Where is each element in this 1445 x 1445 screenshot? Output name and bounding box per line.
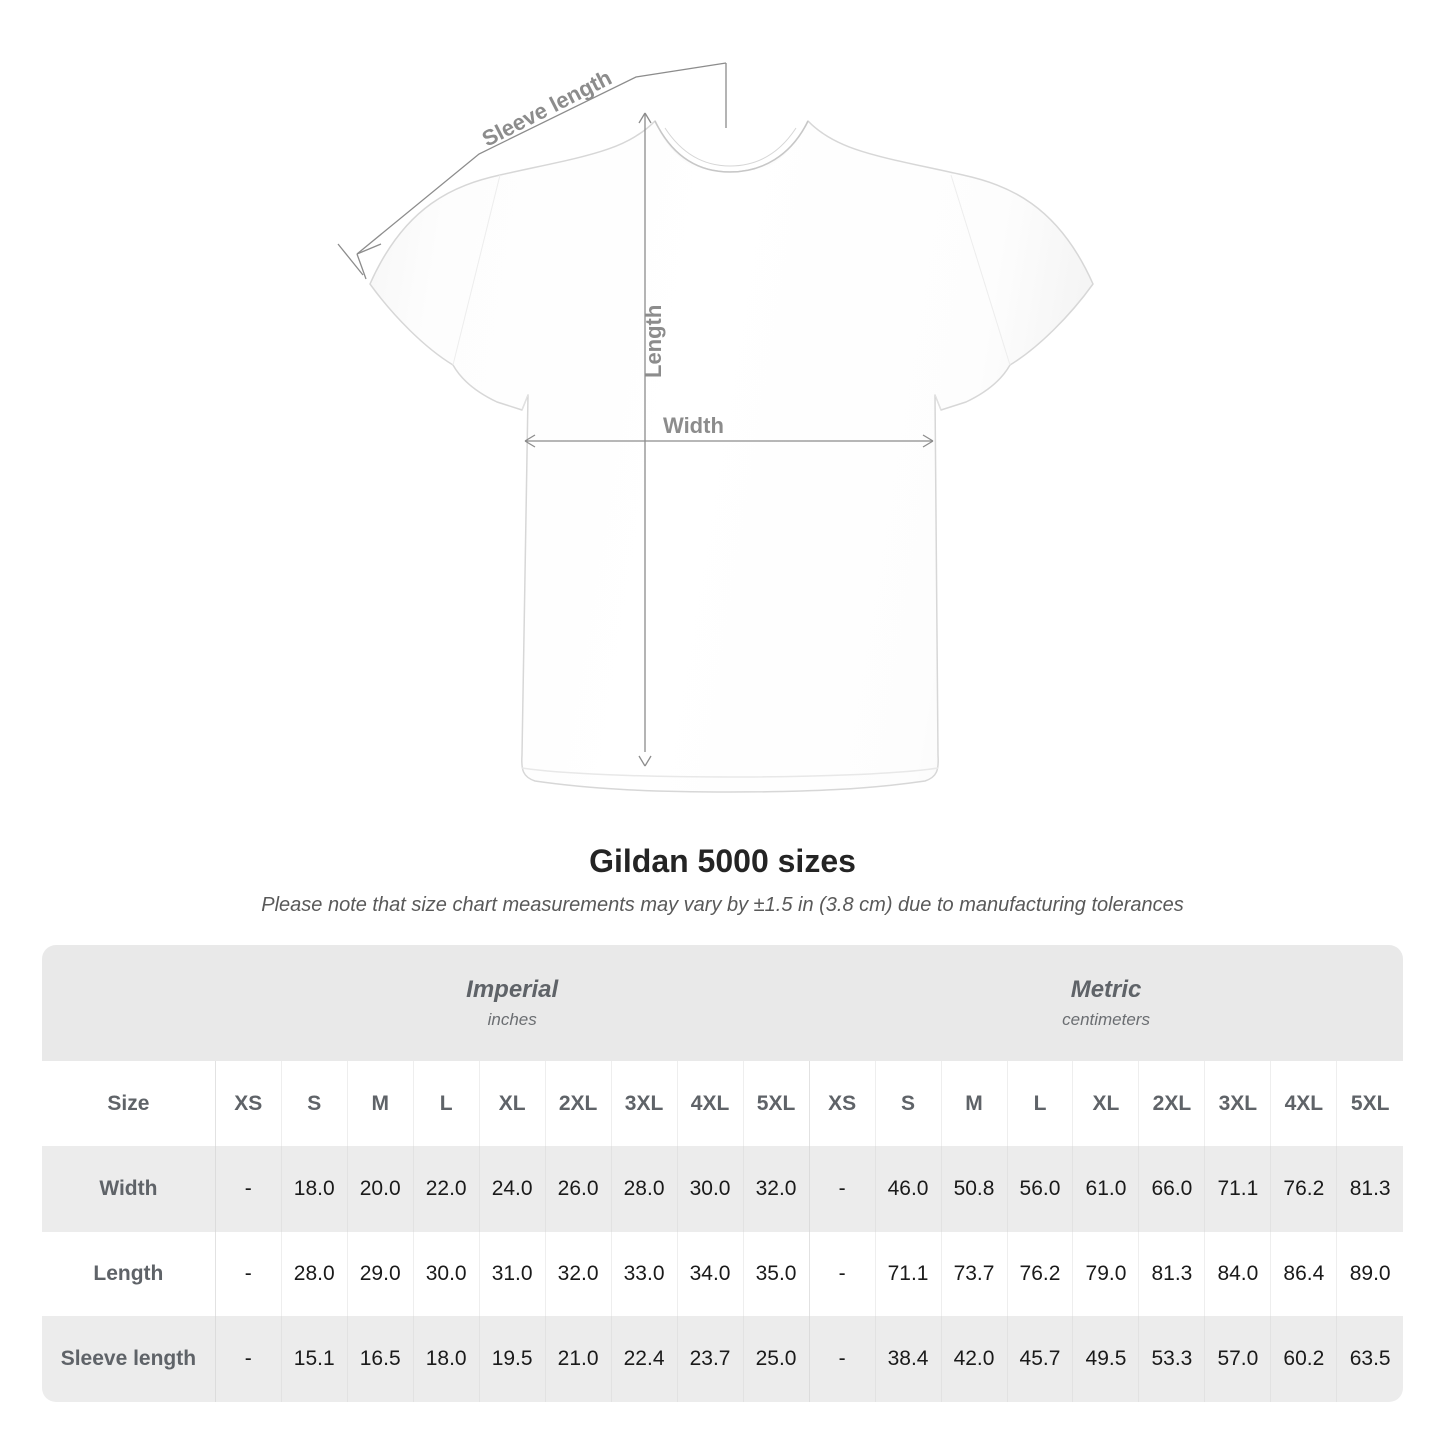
svg-text:Sleeve length: Sleeve length xyxy=(478,65,616,152)
svg-text:Length: Length xyxy=(641,305,666,378)
svg-text:Width: Width xyxy=(663,413,724,438)
